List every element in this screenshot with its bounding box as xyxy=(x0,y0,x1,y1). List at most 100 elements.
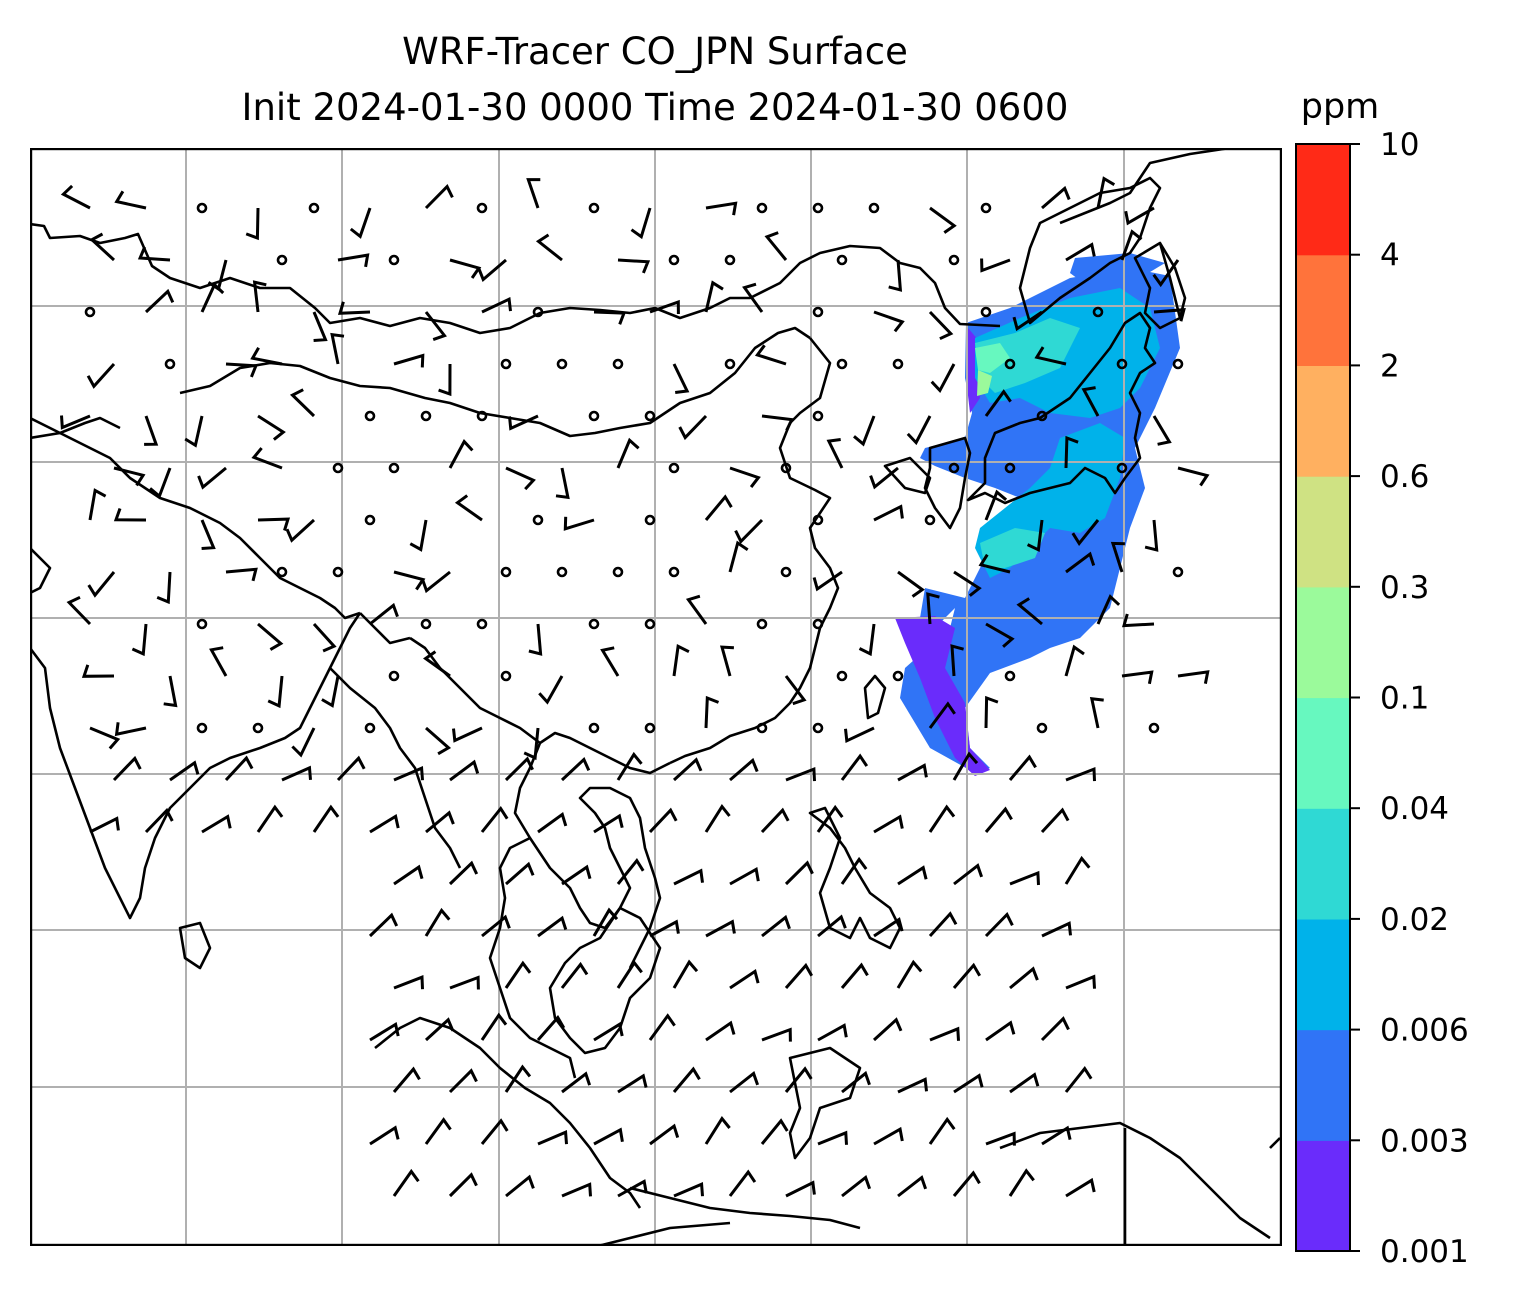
colorbar-bands xyxy=(1296,144,1350,1252)
calm-wind-marker xyxy=(1172,566,1184,578)
wind-barb xyxy=(729,1071,760,1094)
wind-barb xyxy=(785,1180,816,1198)
wind-barb xyxy=(1110,541,1125,573)
coastline xyxy=(488,836,577,1079)
wind-barb xyxy=(114,722,147,737)
wind-barb xyxy=(840,962,869,989)
wind-barb xyxy=(349,207,372,239)
wind-barb xyxy=(60,414,91,430)
wind-barb xyxy=(114,190,147,210)
calm-wind-marker xyxy=(308,202,320,214)
calm-wind-marker xyxy=(420,618,432,630)
wind-barb xyxy=(112,755,142,782)
calm-wind-marker xyxy=(612,566,624,578)
calm-wind-marker xyxy=(1092,306,1104,318)
colorbar-tick-label: 0.04 xyxy=(1380,791,1449,827)
wind-barb xyxy=(81,664,115,678)
colorbar-band xyxy=(1296,254,1350,366)
wind-barb xyxy=(257,517,291,531)
wind-barb xyxy=(528,623,543,656)
calm-wind-marker xyxy=(892,358,904,370)
coastline xyxy=(1018,176,1162,325)
wind-barb xyxy=(1096,176,1116,209)
wind-barb xyxy=(617,1179,648,1198)
wind-barb xyxy=(563,516,595,531)
wind-barb xyxy=(873,1126,904,1146)
wind-barb xyxy=(897,570,925,598)
plume-contour xyxy=(980,528,1045,568)
wind-barb xyxy=(86,362,116,389)
wind-barb xyxy=(729,866,760,886)
wind-barb xyxy=(393,864,424,886)
wind-barb xyxy=(630,207,652,240)
wind-barb xyxy=(1041,921,1072,938)
wind-barb xyxy=(1177,670,1210,684)
wind-barb xyxy=(742,282,764,313)
wind-barb xyxy=(978,553,1011,574)
wind-barb xyxy=(953,863,984,886)
wind-barb xyxy=(1152,259,1180,288)
wind-barb xyxy=(281,765,312,782)
calm-wind-marker xyxy=(668,462,680,474)
wind-barb xyxy=(1124,206,1155,226)
calm-wind-marker xyxy=(644,722,656,734)
calm-wind-marker xyxy=(364,514,376,526)
wind-barb xyxy=(424,1117,452,1145)
colorbar-frame xyxy=(1295,143,1351,1252)
calm-wind-marker xyxy=(1172,358,1184,370)
calm-wind-marker xyxy=(780,566,792,578)
coastline xyxy=(999,1121,1271,1240)
wind-barb xyxy=(537,811,568,834)
calm-wind-marker xyxy=(668,566,680,578)
wind-barbs xyxy=(60,176,1210,1198)
wind-barb xyxy=(480,1012,508,1041)
calm-wind-marker xyxy=(836,670,848,682)
wind-barb xyxy=(1120,229,1143,261)
wind-barb xyxy=(369,1022,400,1042)
wind-barb xyxy=(897,763,928,782)
wind-barb xyxy=(928,1116,956,1145)
wind-barb xyxy=(421,570,451,594)
wind-barb xyxy=(840,753,869,781)
wind-barb xyxy=(321,675,340,708)
wind-barb xyxy=(784,1066,813,1093)
wind-barb xyxy=(928,701,956,729)
wind-barb xyxy=(928,911,958,938)
calm-wind-marker xyxy=(644,514,656,526)
wind-barb xyxy=(448,439,474,469)
wind-barb xyxy=(504,756,534,782)
calm-wind-marker xyxy=(644,410,656,422)
calm-wind-marker xyxy=(948,254,960,266)
wind-barb xyxy=(734,518,764,544)
wind-barb xyxy=(89,232,116,262)
wind-barb xyxy=(369,602,399,626)
wind-barb xyxy=(425,726,452,756)
calm-wind-marker xyxy=(1036,410,1048,422)
colorbar-tick-label: 0.001 xyxy=(1380,1234,1469,1270)
lat-lon-gridlines xyxy=(30,148,1280,1244)
wind-barb xyxy=(985,1020,1016,1042)
wind-barb xyxy=(393,353,425,368)
calm-wind-marker xyxy=(196,202,208,214)
colorbar-band xyxy=(1296,808,1350,920)
calm-wind-marker xyxy=(812,618,824,630)
coastline xyxy=(923,436,972,530)
calm-wind-marker xyxy=(812,410,824,422)
wind-barb xyxy=(393,765,424,782)
wind-barb xyxy=(704,280,724,313)
colorbar-tick-label: 0.006 xyxy=(1380,1013,1469,1049)
coastline xyxy=(329,667,462,869)
wind-barb xyxy=(504,960,532,989)
wind-barb xyxy=(953,1073,984,1094)
wind-barb xyxy=(616,858,645,885)
wind-barb xyxy=(616,437,640,469)
wind-barb xyxy=(984,911,1014,938)
colorbar-tick-label: 0.6 xyxy=(1380,459,1429,495)
wind-barb xyxy=(561,864,592,886)
calm-wind-marker xyxy=(756,618,768,630)
wind-barb xyxy=(897,1077,928,1094)
wind-barb xyxy=(200,519,216,550)
colorbar-unit: ppm xyxy=(1301,87,1380,127)
wind-barb xyxy=(424,1017,455,1042)
wind-barb xyxy=(197,466,227,490)
